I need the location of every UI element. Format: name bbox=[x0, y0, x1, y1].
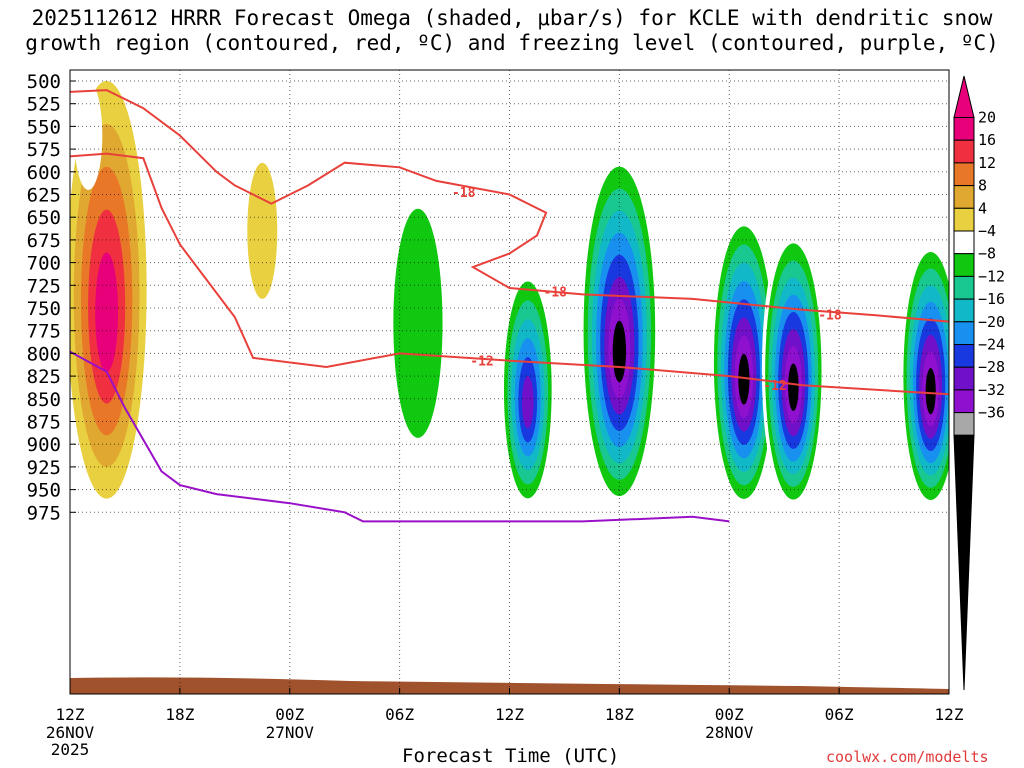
colorbar-label-10: −24 bbox=[978, 336, 1005, 354]
colorbar-label-0: 20 bbox=[978, 109, 996, 127]
colorbar-label-4: 4 bbox=[978, 199, 987, 217]
omega-cell-6-level--36 bbox=[612, 320, 627, 383]
y-axis: 5005255505756006256506757007257507758008… bbox=[27, 71, 76, 524]
y-tick-label-525: 525 bbox=[27, 94, 61, 116]
x-tick-label-36: 00Z bbox=[715, 705, 744, 724]
x-tick-label-30: 18Z bbox=[605, 705, 634, 724]
x-tick-sublabel-0: 26NOV bbox=[46, 723, 95, 742]
colorbar-bin-8 bbox=[953, 298, 975, 323]
chart-title: 2025112612 HRRR Forecast Omega (shaded, … bbox=[0, 6, 1024, 56]
omega-cell-8-level--36 bbox=[788, 363, 799, 412]
y-tick-label-700: 700 bbox=[27, 253, 61, 275]
colorbar-bin-4 bbox=[953, 207, 975, 232]
grid-lines bbox=[70, 70, 949, 694]
omega-cell-4-level--4 bbox=[363, 81, 400, 245]
colorbar-bin-5 bbox=[953, 230, 975, 255]
colorbar-label-9: −20 bbox=[978, 313, 1005, 331]
y-tick-label-900: 900 bbox=[27, 434, 61, 456]
colorbar-bin-7 bbox=[953, 275, 975, 300]
colorbar-top-arrow bbox=[953, 75, 975, 118]
x-tick-label-48: 12Z bbox=[935, 705, 964, 724]
colorbar-label-2: 12 bbox=[978, 154, 996, 172]
colorbar-bottom-arrow bbox=[953, 434, 975, 691]
x-tick-label-6: 18Z bbox=[165, 705, 194, 724]
colorbar-label-1: 16 bbox=[978, 131, 996, 149]
x-tick-sublabel-36: 28NOV bbox=[705, 723, 754, 742]
colorbar-bin-0 bbox=[953, 117, 975, 141]
colorbar-label-13: −36 bbox=[978, 404, 1005, 422]
contour-label-1: -18 bbox=[544, 286, 568, 301]
colorbar-bin-1 bbox=[953, 139, 975, 164]
credit-link[interactable]: coolwx.com/modelts bbox=[826, 748, 989, 766]
colorbar-bin-11 bbox=[953, 366, 975, 391]
omega-cell-7-level--36 bbox=[738, 353, 750, 405]
omega-cell-9-level--36 bbox=[925, 368, 936, 415]
colorbar-bin-12 bbox=[953, 389, 975, 414]
contour-label-3: -12 bbox=[470, 355, 493, 370]
y-tick-label-600: 600 bbox=[27, 162, 61, 184]
omega-shading bbox=[70, 81, 949, 513]
omega-cell-5-level--28 bbox=[522, 375, 534, 429]
x-tick-label-24: 12Z bbox=[495, 705, 524, 724]
colorbar-label-12: −32 bbox=[978, 381, 1005, 399]
colorbar-bin-9 bbox=[953, 321, 975, 345]
dendritic-contour-m12-1 bbox=[70, 89, 949, 323]
y-tick-label-775: 775 bbox=[27, 321, 61, 343]
x-axis-label: Forecast Time (UTC) bbox=[402, 745, 620, 767]
x-tick-label-0: 12Z bbox=[56, 705, 85, 724]
y-tick-label-975: 975 bbox=[27, 502, 61, 524]
x-tick-year-0: 2025 bbox=[51, 740, 90, 759]
y-tick-label-750: 750 bbox=[27, 298, 61, 320]
omega-cell-1-level--4 bbox=[74, 81, 103, 190]
dendritic-contour-m18-0 bbox=[70, 152, 949, 396]
x-tick-label-12: 00Z bbox=[275, 705, 304, 724]
colorbar-bin-2 bbox=[953, 162, 975, 187]
colorbar-label-8: −16 bbox=[978, 290, 1005, 308]
omega-cell-10-level--4 bbox=[870, 81, 899, 118]
y-tick-label-925: 925 bbox=[27, 457, 61, 479]
y-tick-label-825: 825 bbox=[27, 366, 61, 388]
y-tick-label-950: 950 bbox=[27, 480, 61, 502]
omega-cell-0-level-20 bbox=[95, 252, 119, 372]
freezing-level-contour bbox=[70, 350, 730, 523]
colorbar-label-3: 8 bbox=[978, 177, 987, 195]
colorbar-label-6: −8 bbox=[978, 245, 996, 263]
contour-label-2: -18 bbox=[818, 308, 842, 323]
colorbar: 20 16 12 8 4 −4 −8 −12 −16 −20 −24 −28 −32 −36 bbox=[953, 75, 1005, 691]
y-tick-label-850: 850 bbox=[27, 389, 61, 411]
y-tick-label-500: 500 bbox=[27, 71, 61, 93]
y-tick-label-650: 650 bbox=[27, 207, 61, 229]
title-line-2: growth region (contoured, red, ºC) and f… bbox=[25, 31, 999, 55]
contour-label-0: -18 bbox=[452, 186, 476, 201]
y-tick-label-575: 575 bbox=[27, 139, 61, 161]
colorbar-label-11: −28 bbox=[978, 358, 1005, 376]
omega-cell-2-level-4 bbox=[247, 162, 278, 299]
colorbar-bin-3 bbox=[953, 185, 975, 209]
colorbar-label-7: −12 bbox=[978, 267, 1005, 285]
y-tick-label-800: 800 bbox=[27, 343, 61, 365]
title-line-1: 2025112612 HRRR Forecast Omega (shaded, … bbox=[31, 6, 993, 30]
colorbar-label-5: −4 bbox=[978, 222, 996, 240]
y-tick-label-625: 625 bbox=[27, 185, 61, 207]
x-tick-label-18: 06Z bbox=[385, 705, 414, 724]
colorbar-bin-10 bbox=[953, 344, 975, 368]
colorbar-bin-last bbox=[953, 412, 975, 436]
x-tick-label-42: 06Z bbox=[825, 705, 854, 724]
omega-cell-3-level--8 bbox=[393, 208, 443, 438]
colorbar-bin-6 bbox=[953, 253, 975, 277]
y-tick-label-725: 725 bbox=[27, 275, 61, 297]
contour-label-4: -12 bbox=[763, 379, 786, 394]
y-tick-label-875: 875 bbox=[27, 412, 61, 434]
y-tick-label-675: 675 bbox=[27, 230, 61, 252]
x-tick-sublabel-12: 27NOV bbox=[266, 723, 315, 742]
y-tick-label-550: 550 bbox=[27, 116, 61, 138]
contour-lines: -18 -18 -18 -12 -12 bbox=[70, 89, 949, 523]
